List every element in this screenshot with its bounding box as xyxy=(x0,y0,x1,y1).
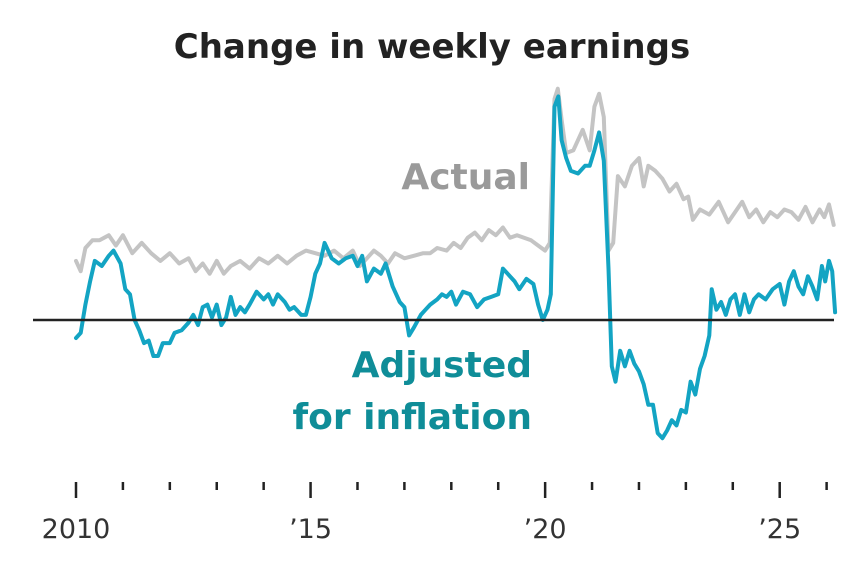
series-label-adjusted-line: Adjusted xyxy=(352,345,532,386)
series-label-actual: Actual xyxy=(401,157,530,198)
x-tick-label: ’25 xyxy=(758,514,801,545)
series-layer xyxy=(74,86,838,441)
chart-title: Change in weekly earnings xyxy=(174,27,690,67)
series-label-adjusted-line: for inflation xyxy=(292,397,532,438)
x-tick-label: ’15 xyxy=(289,514,332,545)
series-line-actual xyxy=(74,86,836,276)
x-tick-label: 2010 xyxy=(42,514,111,545)
x-axis: 2010 ’15 ’20 ’25 xyxy=(42,482,828,545)
series-line-adjusted xyxy=(74,94,838,441)
series-label-adjusted: Adjusted for inflation xyxy=(292,345,532,438)
x-tick-label: ’20 xyxy=(524,514,567,545)
